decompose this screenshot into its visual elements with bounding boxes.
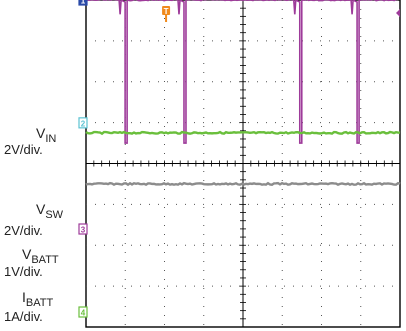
channel-marker-label: 1	[81, 0, 86, 6]
trigger-marker-icon	[162, 6, 171, 15]
channel-marker-4	[78, 306, 88, 318]
vbatt-scale: 1V/div.	[4, 264, 43, 279]
vin-scale: 2V/div.	[4, 142, 43, 157]
vin-label: VIN	[36, 125, 56, 145]
ibatt-scale: 1A/div.	[4, 309, 43, 324]
vsw-scale: 2V/div.	[4, 223, 43, 238]
channel-marker-label: 4	[81, 309, 86, 318]
trigger-marker-label: T	[164, 7, 169, 16]
trace-group	[85, 0, 401, 187]
channel-marker-3	[78, 223, 88, 235]
vbatt-label: VBATT	[22, 246, 59, 266]
trace-2	[85, 0, 399, 144]
channel-marker-label: 3	[81, 226, 86, 235]
trace-3	[85, 130, 401, 136]
channel-marker-1	[78, 0, 88, 6]
marker-group: T 1 3 2 4	[78, 0, 400, 318]
ibatt-label: IBATT	[22, 289, 53, 309]
channel-marker-label: 2	[81, 119, 86, 128]
channel-marker-2	[78, 117, 88, 129]
trace-4	[85, 181, 401, 187]
plot-grid	[85, 0, 401, 328]
vsw-label: VSW	[36, 201, 64, 221]
trigger-level-icon	[396, 9, 400, 17]
